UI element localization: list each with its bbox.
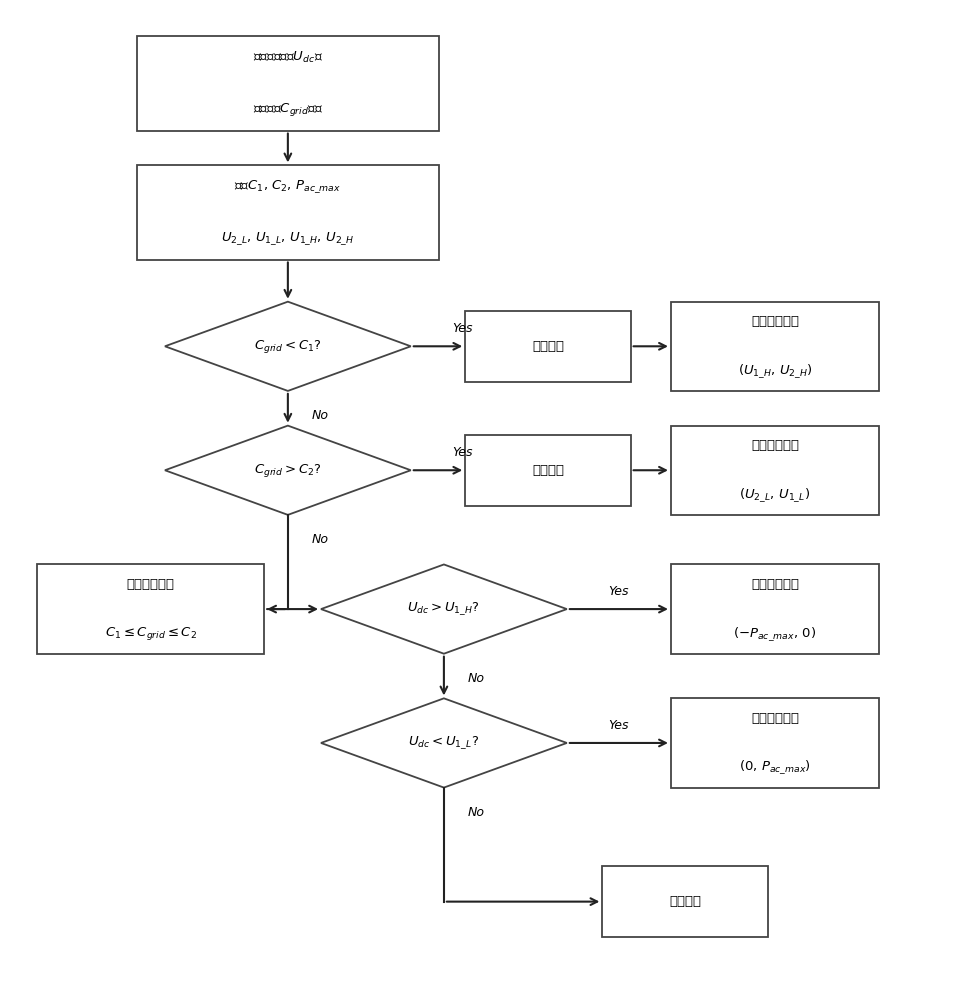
Text: $U_{dc}<U_{1\_L}$?: $U_{dc}<U_{1\_L}$?: [408, 735, 479, 751]
Text: 电网电价$C_{grid}$信息: 电网电价$C_{grid}$信息: [253, 101, 322, 118]
Text: 采集母线电压$U_{dc}$及: 采集母线电压$U_{dc}$及: [253, 50, 322, 65]
Text: 功率下垂控制: 功率下垂控制: [750, 712, 798, 725]
Text: No: No: [467, 806, 484, 819]
Bar: [465, 311, 630, 382]
Bar: [670, 426, 878, 515]
Text: 设定$C_1$, $C_2$, $P_{ac\_max}$: 设定$C_1$, $C_2$, $P_{ac\_max}$: [234, 178, 341, 195]
Text: $C_1\leq C_{grid}\leq C_2$: $C_1\leq C_{grid}\leq C_2$: [105, 625, 196, 642]
Bar: [465, 435, 630, 506]
Bar: [136, 36, 438, 131]
Text: 功率下垂控制: 功率下垂控制: [750, 578, 798, 591]
Text: No: No: [312, 409, 328, 422]
Polygon shape: [320, 698, 566, 788]
Bar: [136, 165, 438, 260]
Text: (0, $P_{ac\_max}$): (0, $P_{ac\_max}$): [739, 759, 810, 776]
Text: Yes: Yes: [452, 322, 473, 335]
Text: Yes: Yes: [608, 719, 628, 732]
Polygon shape: [165, 426, 411, 515]
Text: $C_{grid}<C_1$?: $C_{grid}<C_1$?: [253, 338, 321, 355]
Text: $U_{dc}>U_{1\_H}$?: $U_{dc}>U_{1\_H}$?: [407, 601, 479, 617]
Text: ($U_{1\_H}$, $U_{2\_H}$): ($U_{1\_H}$, $U_{2\_H}$): [737, 362, 811, 380]
Text: 售电状态: 售电状态: [532, 464, 563, 477]
Polygon shape: [320, 564, 566, 654]
Bar: [670, 698, 878, 788]
Text: No: No: [312, 533, 328, 546]
Text: ($-P_{ac\_max}$, 0): ($-P_{ac\_max}$, 0): [733, 625, 816, 643]
Text: Yes: Yes: [452, 446, 473, 459]
Bar: [670, 302, 878, 391]
Polygon shape: [165, 302, 411, 391]
Text: Yes: Yes: [608, 585, 628, 598]
Text: $U_{2\_L}$, $U_{1\_L}$, $U_{1\_H}$, $U_{2\_H}$: $U_{2\_L}$, $U_{1\_L}$, $U_{1\_H}$, $U_{…: [221, 230, 355, 247]
Text: 购电状态: 购电状态: [532, 340, 563, 353]
Text: $C_{grid}>C_2$?: $C_{grid}>C_2$?: [253, 462, 321, 479]
Text: 电压下垂控制: 电压下垂控制: [750, 439, 798, 452]
Text: ($U_{2\_L}$, $U_{1\_L}$): ($U_{2\_L}$, $U_{1\_L}$): [739, 486, 810, 504]
Bar: [601, 866, 767, 937]
Text: 待机状态: 待机状态: [668, 895, 700, 908]
Bar: [37, 564, 264, 654]
Text: 电压下垂控制: 电压下垂控制: [750, 315, 798, 328]
Text: No: No: [467, 672, 484, 685]
Text: 常规运行状态: 常规运行状态: [127, 578, 174, 591]
Bar: [670, 564, 878, 654]
